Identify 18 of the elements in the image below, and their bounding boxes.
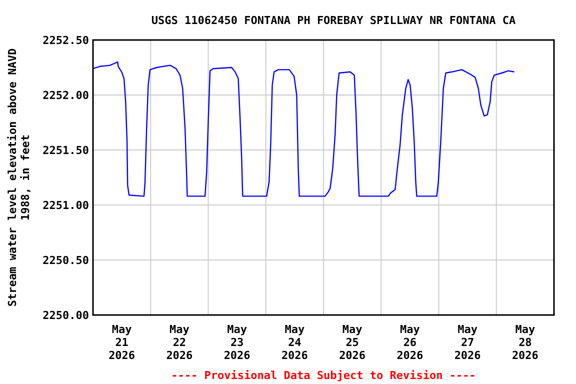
y-tick-label: 2250.50 [42,254,89,267]
text: ---- Provisional Data Subject to Revision ---- [171,369,476,382]
y-tick-label: 2252.50 [42,34,89,47]
y-axis-title: Stream water level elevation above NAVD 1988, in feet [6,48,32,307]
x-tick-label: May 26 2026 [396,323,424,362]
y-tick-label: 2252.00 [42,88,89,102]
y-tick-label: 2251.50 [42,144,89,157]
chart-title: USGS 11062450 FONTANA PH FOREBAY SPILLWAY NR FONTANA CA [151,14,516,27]
x-tick-label: May 28 2026 [512,323,539,362]
y-tick-label: 2250.00 [42,308,89,322]
x-tick-label: May 22 2026 [166,323,194,362]
line-series [92,61,515,197]
x-tick-label: May 23 2026 [224,323,251,362]
y-tick-label: 2251.00 [42,198,89,212]
x-tick-label: May 25 2026 [339,323,366,362]
x-tick-label: May 27 2026 [454,323,482,362]
x-tick-label: May 24 2026 [281,323,308,362]
x-tick-label: May 21 2026 [108,323,136,362]
